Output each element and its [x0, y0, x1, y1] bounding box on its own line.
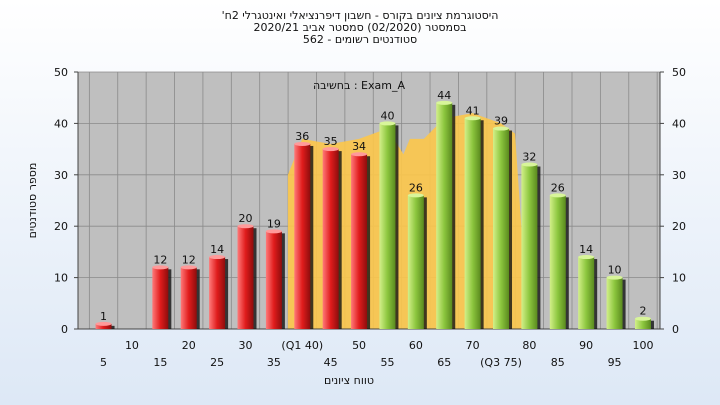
bar-top	[464, 116, 481, 121]
bar	[634, 318, 651, 329]
data-label: 36	[295, 130, 309, 143]
bar-top	[549, 193, 566, 198]
y-tick-label-left: 10	[54, 272, 68, 285]
x-tick-label-upper: 50	[352, 339, 366, 352]
x-tick-label-lower: 65	[437, 356, 451, 369]
bar	[237, 226, 254, 329]
x-tick-label-lower: 55	[380, 356, 394, 369]
x-tick-label-lower: 5	[100, 356, 107, 369]
x-tick-label-upper: 90	[579, 339, 593, 352]
data-label: 2	[639, 305, 646, 318]
bar-top	[578, 255, 595, 260]
data-label: 26	[409, 181, 423, 194]
data-label: 41	[466, 104, 480, 117]
bar	[322, 149, 339, 329]
y-tick-label-left: 30	[54, 169, 68, 182]
x-tick-label-upper: 30	[239, 339, 253, 352]
y-tick-label-left: 50	[54, 66, 68, 79]
data-label: 39	[494, 115, 508, 128]
y-tick-label-left: 40	[54, 117, 68, 130]
title-line-2: בסמסטר (02/2020) סמסטר אביב 2020/21	[253, 21, 467, 34]
bar	[549, 195, 566, 329]
bar	[180, 267, 197, 329]
y-tick-label-left: 0	[61, 323, 68, 336]
bar-top	[436, 100, 453, 105]
data-label: 35	[324, 135, 338, 148]
bar-top	[606, 275, 623, 280]
data-label: 26	[551, 181, 565, 194]
bar-top	[265, 229, 282, 234]
y-axis-label: מספר סטודנטים	[26, 163, 39, 239]
bar	[578, 257, 595, 329]
bar	[152, 267, 169, 329]
data-label: 12	[182, 253, 196, 266]
bar	[294, 143, 311, 329]
bar-top	[152, 265, 169, 270]
data-label: 20	[239, 212, 253, 225]
data-label: 32	[522, 151, 536, 164]
bar	[464, 118, 481, 329]
x-tick-label-upper: 80	[522, 339, 536, 352]
bar-top	[237, 224, 254, 229]
x-tick-label-lower: 85	[551, 356, 565, 369]
bar-top	[379, 121, 396, 126]
data-label: 19	[267, 217, 281, 230]
bar	[436, 102, 453, 329]
data-label: 1	[100, 310, 107, 323]
bar-top	[322, 147, 339, 152]
x-tick-label-lower: 15	[153, 356, 167, 369]
y-tick-label-right: 30	[672, 169, 686, 182]
bar	[521, 164, 538, 329]
y-tick-label-left: 20	[54, 220, 68, 233]
bar	[493, 128, 510, 329]
bar-top	[180, 265, 197, 270]
data-label: 34	[352, 140, 366, 153]
y-tick-label-right: 0	[672, 323, 679, 336]
data-label: 44	[437, 89, 451, 102]
x-tick-label-lower: 35	[267, 356, 281, 369]
title-line-1: 'היסטוגרמת ציונים בקורס - חשבון דיפרנציא…	[221, 9, 499, 22]
bar-top	[521, 162, 538, 167]
bar-top	[209, 255, 226, 260]
bar-top	[351, 152, 368, 157]
y-tick-label-right: 20	[672, 220, 686, 233]
bar	[407, 195, 424, 329]
bar-top	[407, 193, 424, 198]
x-tick-label-upper: (Q1 40)	[281, 339, 323, 352]
quartile-band	[287, 113, 524, 330]
title-line-3: סטודנטים רשומים - 562	[302, 33, 418, 46]
data-label: 40	[380, 109, 394, 122]
bar	[379, 123, 396, 330]
y-tick-label-right: 10	[672, 272, 686, 285]
bar-top	[294, 141, 311, 146]
bar-top	[95, 321, 112, 326]
x-tick-label-upper: 10	[125, 339, 139, 352]
x-tick-label-lower: 95	[608, 356, 622, 369]
bar	[95, 323, 112, 329]
bar-top	[634, 316, 651, 321]
data-label: 12	[153, 253, 167, 266]
y-tick-label-right: 40	[672, 117, 686, 130]
data-label: 14	[210, 243, 224, 256]
x-axis-label: טווח ציונים	[324, 374, 374, 387]
x-tick-label-lower: (Q3 75)	[480, 356, 522, 369]
x-tick-label-upper: 70	[466, 339, 480, 352]
bar	[351, 154, 368, 329]
x-tick-label-upper: 20	[182, 339, 196, 352]
data-label: 10	[608, 264, 622, 277]
x-tick-label-upper: 100	[632, 339, 653, 352]
x-tick-label-lower: 45	[324, 356, 338, 369]
bar	[265, 231, 282, 329]
x-tick-label-lower: 25	[210, 356, 224, 369]
bar-top	[493, 126, 510, 131]
chart-titles: 'היסטוגרמת ציונים בקורס - חשבון דיפרנציא…	[0, 10, 720, 46]
y-tick-label-right: 50	[672, 66, 686, 79]
bar	[606, 277, 623, 329]
data-label: 14	[579, 243, 593, 256]
chart-annotation: בחשיבה : Exam_A	[313, 79, 405, 92]
x-tick-label-upper: 60	[409, 339, 423, 352]
bar	[209, 257, 226, 329]
